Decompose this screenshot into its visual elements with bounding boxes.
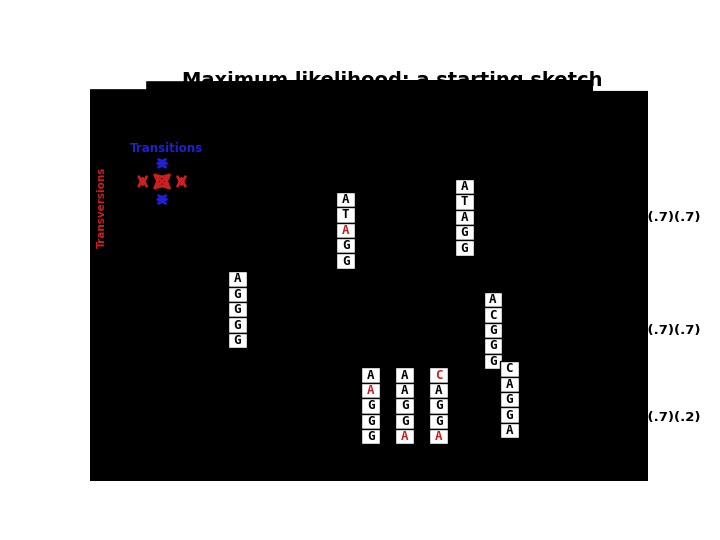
Text: T: T — [138, 191, 148, 208]
Text: G: G — [435, 415, 443, 428]
Text: A: A — [401, 430, 408, 443]
Text: Probabilities: Probabilities — [120, 96, 298, 119]
Bar — [361, 429, 380, 444]
Bar — [395, 398, 414, 414]
Text: G: G — [233, 288, 241, 301]
Text: T: T — [342, 208, 349, 221]
Text: P = (.7)(.1)(.2)(.7)(.7): P = (.7)(.1)(.2)(.7)(.7) — [538, 211, 701, 224]
Bar — [455, 210, 474, 225]
Bar — [361, 383, 380, 398]
Bar — [484, 354, 503, 369]
Text: G: G — [490, 324, 497, 337]
Text: G: G — [342, 255, 349, 268]
Text: A: A — [461, 180, 468, 193]
Bar — [500, 361, 518, 377]
Bar — [484, 323, 503, 338]
Text: C: C — [490, 308, 497, 321]
Text: P = (.1)(.2)(.7)(.7)(.2): P = (.1)(.2)(.7)(.7)(.2) — [538, 411, 701, 424]
Bar — [429, 398, 448, 414]
Text: G: G — [490, 339, 497, 353]
Bar — [484, 307, 503, 323]
Text: G: G — [505, 409, 513, 422]
Bar — [361, 398, 380, 414]
Text: P = (.7)(.1)(.7)(.7)(.7): P = (.7)(.1)(.7)(.7)(.7) — [538, 324, 701, 337]
Text: A: A — [138, 154, 148, 172]
Bar — [361, 367, 380, 383]
Bar — [484, 292, 503, 307]
Bar — [429, 414, 448, 429]
Text: A: A — [461, 211, 468, 224]
Bar — [228, 271, 246, 287]
Text: G: G — [176, 154, 186, 172]
Text: G: G — [505, 393, 513, 406]
Text: G: G — [401, 415, 408, 428]
Bar — [336, 253, 355, 269]
Text: G: G — [342, 239, 349, 252]
Bar — [228, 302, 246, 318]
Text: A: A — [366, 369, 374, 382]
Bar — [500, 408, 518, 423]
Bar — [395, 429, 414, 444]
Text: A: A — [435, 384, 443, 397]
Text: Find the tree with the: Find the tree with the — [109, 415, 298, 430]
Text: Maximum likelihood: a starting sketch: Maximum likelihood: a starting sketch — [182, 71, 603, 90]
Text: C: C — [505, 362, 513, 375]
Text: A: A — [435, 430, 443, 443]
Text: A: A — [505, 378, 513, 391]
Text: G: G — [366, 415, 374, 428]
Bar — [429, 383, 448, 398]
Text: G: G — [461, 226, 468, 239]
Text: A: A — [505, 424, 513, 437]
Text: A: A — [401, 369, 408, 382]
Bar — [361, 414, 380, 429]
Bar — [228, 318, 246, 333]
Bar — [484, 338, 503, 354]
Bar — [228, 333, 246, 348]
Text: •: • — [107, 96, 123, 124]
Bar — [336, 207, 355, 222]
Text: G: G — [461, 241, 468, 254]
Bar — [395, 367, 414, 383]
Text: G: G — [401, 400, 408, 413]
Text: A: A — [233, 272, 241, 285]
Text: A: A — [342, 224, 349, 237]
Bar — [429, 367, 448, 383]
Text: C: C — [435, 369, 443, 382]
Text: A: A — [401, 384, 408, 397]
Bar — [395, 383, 414, 398]
Bar — [455, 225, 474, 240]
Text: G: G — [366, 430, 374, 443]
Bar — [455, 194, 474, 210]
Text: G: G — [435, 400, 443, 413]
Text: G: G — [366, 400, 374, 413]
Text: G: G — [233, 334, 241, 347]
Bar — [500, 423, 518, 438]
Text: C: C — [176, 191, 186, 208]
Text: A: A — [366, 384, 374, 397]
Text: A: A — [342, 193, 349, 206]
Text: T: T — [461, 195, 468, 208]
Bar — [336, 192, 355, 207]
Text: highest probability: highest probability — [109, 430, 273, 445]
Bar — [395, 414, 414, 429]
Bar — [429, 429, 448, 444]
Text: Transitions: Transitions — [130, 142, 204, 155]
Text: G: G — [490, 355, 497, 368]
Bar — [228, 287, 246, 302]
Text: –  transition: 0.2   transversion: 0.1          no change 0.7: – transition: 0.2 transversion: 0.1 no c… — [137, 120, 597, 135]
Text: Transversions: Transversions — [96, 166, 107, 248]
Bar — [455, 179, 474, 194]
Text: G: G — [233, 303, 241, 316]
Bar — [336, 238, 355, 253]
Bar — [500, 377, 518, 392]
Bar — [455, 240, 474, 256]
Bar — [500, 392, 518, 408]
Text: G: G — [233, 319, 241, 332]
Text: A: A — [490, 293, 497, 306]
Bar — [336, 222, 355, 238]
